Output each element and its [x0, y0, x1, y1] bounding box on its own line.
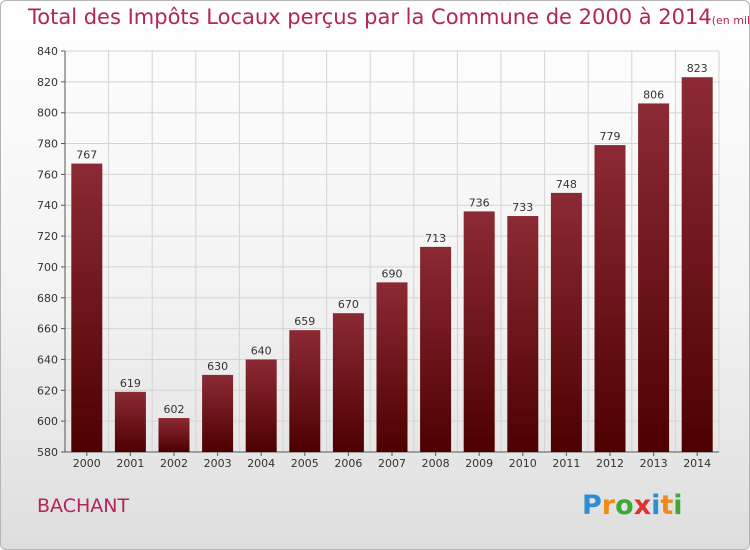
x-tick-label: 2011	[552, 457, 580, 470]
x-tick-label: 2003	[204, 457, 232, 470]
y-tick-label: 760	[37, 168, 58, 181]
y-tick-label: 600	[37, 415, 58, 428]
bar-value-label: 736	[469, 196, 490, 209]
commune-name: BACHANT	[37, 495, 130, 517]
y-tick-label: 740	[37, 199, 58, 212]
y-tick-label: 580	[37, 446, 58, 459]
bar-2008	[420, 246, 452, 452]
bar-value-label: 659	[294, 315, 315, 328]
x-tick-label: 2010	[509, 457, 537, 470]
bar-value-label: 670	[338, 298, 359, 311]
title-unit: (en milliers d'€)	[711, 14, 750, 27]
bar-2000	[71, 163, 103, 453]
bar-2007	[376, 282, 408, 452]
y-tick-label: 620	[37, 384, 58, 397]
bar-2005	[289, 330, 321, 452]
y-tick-label: 700	[37, 261, 58, 274]
bar-2002	[158, 418, 190, 452]
x-tick-label: 2002	[160, 457, 188, 470]
bar-value-label: 733	[512, 201, 533, 214]
bar-value-label: 602	[164, 403, 185, 416]
bar-value-label: 640	[251, 344, 272, 357]
bar-2011	[550, 192, 582, 452]
chart-title: Total des Impôts Locaux perçus par la Co…	[28, 5, 750, 29]
bar-2004	[245, 359, 277, 452]
bar-value-label: 767	[76, 149, 97, 162]
x-tick-label: 2004	[247, 457, 275, 470]
bar-2013	[638, 103, 670, 452]
y-tick-label: 640	[37, 353, 58, 366]
bar-2009	[463, 211, 495, 452]
labels: 580 600 620 640 660 680 700 720 740 760 780 800 820 8…	[37, 45, 711, 470]
bar-2010	[507, 216, 539, 452]
bar-2006	[332, 313, 364, 452]
x-tick-label: 2009	[465, 457, 493, 470]
bar-value-label: 823	[687, 62, 708, 75]
bar-value-label: 630	[207, 360, 228, 373]
bars	[71, 77, 713, 453]
bar-value-label: 779	[600, 130, 621, 143]
y-tick-label: 800	[37, 107, 58, 120]
x-tick-label: 2001	[116, 457, 144, 470]
y-tick-label: 820	[37, 76, 58, 89]
bar-2012	[594, 145, 626, 453]
x-tick-label: 2007	[378, 457, 406, 470]
x-tick-label: 2013	[640, 457, 668, 470]
y-tick-label: 780	[37, 138, 58, 151]
x-tick-label: 2005	[291, 457, 319, 470]
x-tick-label: 2012	[596, 457, 624, 470]
y-tick-label: 680	[37, 292, 58, 305]
x-tick-label: 2008	[422, 457, 450, 470]
bar-2014	[681, 77, 713, 452]
bar-value-label: 713	[425, 232, 446, 245]
proxiti-logo: Proxiti	[582, 490, 683, 521]
title-text: Total des Impôts Locaux perçus par la Co…	[28, 5, 712, 29]
y-tick-label: 660	[37, 323, 58, 336]
bar-2001	[114, 391, 146, 452]
bar-value-label: 690	[382, 267, 403, 280]
bar-value-label: 619	[120, 377, 141, 390]
x-tick-label: 2006	[334, 457, 362, 470]
bar-value-label: 748	[556, 178, 577, 191]
bar-value-label: 806	[643, 88, 664, 101]
x-tick-label: 2014	[683, 457, 711, 470]
x-tick-label: 2000	[73, 457, 101, 470]
y-tick-label: 840	[37, 45, 58, 58]
y-tick-label: 720	[37, 230, 58, 243]
bar-2003	[202, 374, 234, 452]
